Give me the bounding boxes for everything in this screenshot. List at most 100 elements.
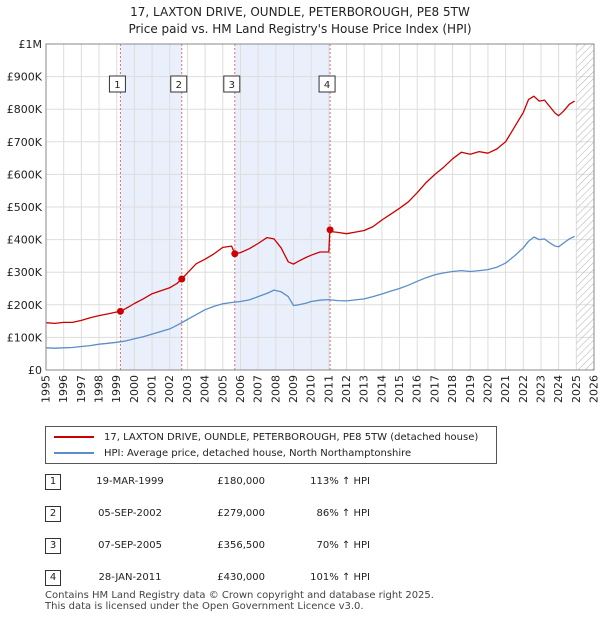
sale-hpi-change: 101% ↑ HPI xyxy=(310,572,370,583)
sale-date: 05-SEP-2002 xyxy=(98,508,162,519)
sale-number-label: 2 xyxy=(176,80,182,91)
y-tick-label: £200K xyxy=(7,299,43,312)
x-tick-label: 2007 xyxy=(252,375,265,403)
x-tick-label: 2016 xyxy=(411,375,424,403)
sale-hpi-change: 70% ↑ HPI xyxy=(316,540,370,551)
y-tick-label: £700K xyxy=(7,136,43,149)
sale-number-badge: 1 xyxy=(45,474,61,490)
sale-number-boxes: 1 2 3 4 xyxy=(108,75,336,93)
x-tick-label: 1997 xyxy=(75,375,88,403)
sale-price: £356,500 xyxy=(217,540,265,551)
x-tick-label: 2026 xyxy=(588,375,600,403)
footer-copyright: Contains HM Land Registry data © Crown c… xyxy=(45,590,434,601)
x-tick-label: 2019 xyxy=(464,375,477,403)
sale-number-label: 1 xyxy=(114,80,120,91)
sale-hpi-change: 113% ↑ HPI xyxy=(310,476,370,487)
x-tick-label: 1995 xyxy=(40,375,53,403)
sale-number-badge: 3 xyxy=(45,538,61,554)
sale-number-box xyxy=(318,75,336,93)
x-tick-label: 2021 xyxy=(499,375,512,403)
legend-item-hpi: HPI: Average price, detached house, Nort… xyxy=(54,445,411,461)
x-tick-label: 2008 xyxy=(269,375,282,403)
x-tick-label: 2002 xyxy=(163,375,176,403)
sale-price: £279,000 xyxy=(217,508,265,519)
x-tick-label: 2023 xyxy=(534,375,547,403)
y-tick-label: £100K xyxy=(7,331,43,344)
legend-swatch-hpi xyxy=(54,452,94,454)
footer: Contains HM Land Registry data © Crown c… xyxy=(45,590,434,612)
sale-number-label: 3 xyxy=(229,80,235,91)
x-tick-label: 1999 xyxy=(110,375,123,403)
y-tick-label: £300K xyxy=(7,266,43,279)
plot-frame xyxy=(45,43,595,371)
sale-number-box xyxy=(223,75,241,93)
sale-hpi-change: 86% ↑ HPI xyxy=(316,508,370,519)
sale-number-box xyxy=(170,75,188,93)
x-tick-label: 2024 xyxy=(552,375,565,403)
x-tick-label: 2010 xyxy=(305,375,318,403)
x-tick-label: 2004 xyxy=(199,375,212,403)
sale-row: 3 07-SEP-2005 £356,500 70% ↑ HPI xyxy=(45,538,445,558)
price-chart: 1 2 3 4 £0 £100K £200K £300K £400K £500K £600K £70… xyxy=(7,38,600,403)
sale-price: £430,000 xyxy=(217,572,265,583)
x-tick-label: 2020 xyxy=(481,375,494,403)
forecast-hatch xyxy=(576,44,594,370)
sale-row: 1 19-MAR-1999 £180,000 113% ↑ HPI xyxy=(45,474,445,494)
sale-row: 2 05-SEP-2002 £279,000 86% ↑ HPI xyxy=(45,506,445,526)
property-series-line xyxy=(45,95,575,325)
y-tick-label: £600K xyxy=(7,168,43,181)
x-tick-label: 2006 xyxy=(234,375,247,403)
sale-point xyxy=(231,250,239,258)
x-tick-label: 2001 xyxy=(146,375,159,403)
sale-row: 4 28-JAN-2011 £430,000 101% ↑ HPI xyxy=(45,570,445,590)
legend-item-property: 17, LAXTON DRIVE, OUNDLE, PETERBOROUGH, … xyxy=(54,429,478,445)
x-tick-label: 2013 xyxy=(358,375,371,403)
sale-point xyxy=(178,275,186,283)
chart-title: 17, LAXTON DRIVE, OUNDLE, PETERBOROUGH, … xyxy=(130,5,470,19)
y-tick-label: £800K xyxy=(7,103,43,116)
legend: 17, LAXTON DRIVE, OUNDLE, PETERBOROUGH, … xyxy=(45,426,497,464)
y-tick-label: £1M xyxy=(19,38,43,51)
sale-points xyxy=(116,226,334,315)
legend-swatch-property xyxy=(54,436,94,438)
sale-number-badge: 2 xyxy=(45,506,61,522)
y-tick-label: £500K xyxy=(7,201,43,214)
series-lines xyxy=(45,95,575,349)
sale-price: £180,000 xyxy=(217,476,265,487)
chart-title-block: 17, LAXTON DRIVE, OUNDLE, PETERBOROUGH, … xyxy=(0,4,600,38)
sale-number-label: 4 xyxy=(324,80,330,91)
x-tick-label: 2000 xyxy=(128,375,141,403)
sale-number-badge: 4 xyxy=(45,570,61,586)
x-tick-label: 1998 xyxy=(93,375,106,403)
gridlines xyxy=(45,43,595,371)
sale-date: 19-MAR-1999 xyxy=(96,476,164,487)
x-tick-label: 2018 xyxy=(446,375,459,403)
y-tick-label: £0 xyxy=(28,364,42,377)
sale-number-box xyxy=(108,75,126,93)
legend-label-hpi: HPI: Average price, detached house, Nort… xyxy=(104,447,412,459)
x-tick-label: 2025 xyxy=(570,375,583,403)
hpi-series-line xyxy=(45,235,575,349)
x-tick-label: 2014 xyxy=(375,375,388,403)
x-tick-label: 2012 xyxy=(340,375,353,403)
x-tick-label: 1996 xyxy=(57,375,70,403)
sale-date: 07-SEP-2005 xyxy=(98,540,162,551)
x-tick-label: 2009 xyxy=(287,375,300,403)
sale-point xyxy=(326,226,334,234)
legend-label-property: 17, LAXTON DRIVE, OUNDLE, PETERBOROUGH, … xyxy=(104,431,479,443)
x-tick-label: 2003 xyxy=(181,375,194,403)
forecast-hatch-area xyxy=(576,44,594,370)
sale-date: 28-JAN-2011 xyxy=(98,572,162,583)
y-tick-label: £900K xyxy=(7,71,43,84)
sale-point xyxy=(116,307,124,315)
x-tick-label: 2022 xyxy=(517,375,530,403)
x-tick-label: 2015 xyxy=(393,375,406,403)
footer-licence: This data is licensed under the Open Gov… xyxy=(45,601,364,612)
x-axis-ticks: 1995 1996 1997 1998 1999 2000 2001 2002 2003 2004… xyxy=(40,375,600,403)
y-tick-label: £400K xyxy=(7,234,43,247)
x-tick-label: 2005 xyxy=(216,375,229,403)
x-tick-label: 2011 xyxy=(322,375,335,403)
chart-subtitle: Price paid vs. HM Land Registry's House … xyxy=(128,22,472,36)
y-axis-ticks: £0 £100K £200K £300K £400K £500K £600K £700K £80… xyxy=(7,38,43,377)
x-tick-label: 2017 xyxy=(428,375,441,403)
